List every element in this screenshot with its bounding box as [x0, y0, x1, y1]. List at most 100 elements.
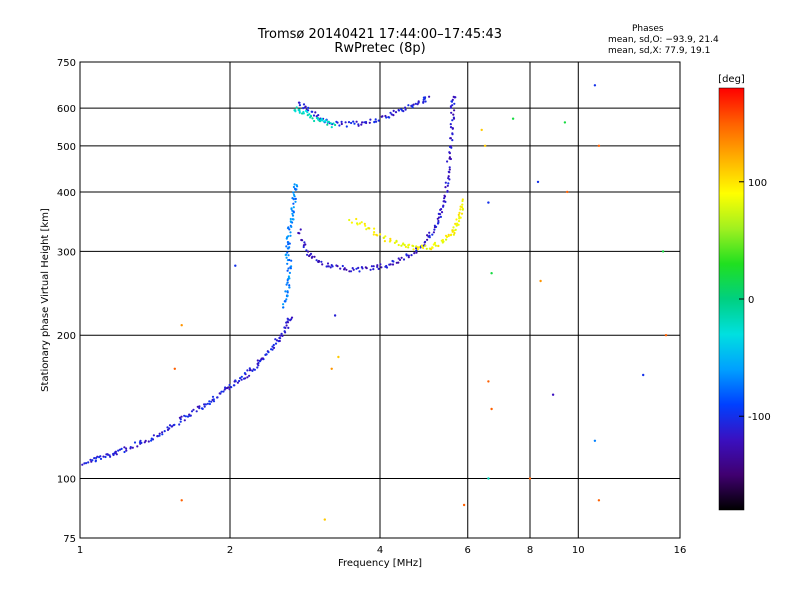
trace-point: [292, 185, 295, 189]
trace-point: [432, 243, 435, 246]
trace-point: [358, 270, 361, 273]
trace-point: [179, 420, 182, 423]
trace-point: [400, 256, 403, 259]
trace-point: [443, 197, 446, 200]
trace-point: [447, 233, 450, 236]
trace-point: [200, 407, 204, 410]
trace-point: [416, 248, 419, 251]
trace-point: [433, 241, 437, 244]
y-tick-label: 750: [57, 58, 76, 69]
trace-point: [274, 338, 277, 341]
trace-point: [286, 281, 289, 284]
scatter-point: [597, 144, 601, 147]
trace-point: [372, 268, 375, 271]
trace-point: [206, 402, 209, 405]
trace-point: [251, 369, 254, 372]
trace-point: [123, 450, 126, 454]
trace-point: [283, 330, 286, 333]
trace-point: [347, 121, 351, 124]
trace-point: [289, 234, 292, 237]
trace-point: [441, 238, 444, 242]
trace-point: [412, 103, 415, 106]
trace-point: [224, 386, 227, 389]
trace-point: [91, 459, 94, 462]
trace-point: [305, 249, 308, 252]
trace-point: [291, 212, 294, 215]
trace-point: [195, 410, 198, 413]
trace-point: [290, 259, 293, 262]
trace-point: [208, 402, 211, 406]
trace-point: [458, 211, 461, 214]
scatter-point: [563, 121, 567, 124]
trace-point: [431, 233, 434, 236]
trace-point: [448, 151, 451, 154]
trace-point: [391, 263, 395, 266]
data-points: [81, 84, 668, 521]
trace-point: [454, 222, 457, 225]
o-mode-stats: mean, sd,O: −93.9, 21.4: [608, 35, 719, 45]
trace-point: [99, 457, 103, 460]
trace-point: [288, 242, 291, 245]
trace-point: [403, 243, 406, 247]
trace-point: [449, 137, 452, 140]
trace-point: [437, 244, 440, 248]
trace-point: [364, 224, 367, 227]
scatter-point: [333, 314, 337, 317]
trace-point: [133, 441, 137, 444]
trace-point: [290, 318, 293, 321]
trace-point: [330, 126, 333, 129]
trace-point: [302, 110, 305, 114]
trace-point: [286, 290, 289, 293]
trace-point: [278, 339, 281, 343]
trace-point: [244, 377, 247, 380]
trace-point: [357, 266, 360, 269]
trace-point: [349, 270, 353, 273]
trace-point: [363, 121, 366, 124]
trace-point: [329, 122, 332, 125]
trace-point: [382, 236, 385, 239]
trace-point: [434, 244, 437, 247]
trace-point: [234, 379, 237, 382]
trace-point: [212, 400, 216, 403]
trace-point: [280, 332, 283, 335]
trace-point: [402, 258, 406, 261]
trace-point: [452, 233, 455, 236]
trace-point: [282, 303, 285, 306]
trace-point: [389, 263, 392, 266]
y-tick-label: 600: [57, 104, 76, 115]
trace-point: [292, 193, 296, 196]
trace-point: [448, 178, 451, 181]
trace-point: [298, 104, 301, 107]
trace-point: [321, 119, 324, 122]
trace-point: [389, 111, 392, 114]
trace-point: [369, 118, 372, 121]
trace-point: [453, 231, 456, 235]
trace-point: [296, 185, 299, 188]
trace-point: [392, 260, 395, 263]
trace-point: [178, 416, 181, 419]
y-axis-ticks: 75 100 200 300 400 500 600 750: [57, 58, 76, 545]
trace-point: [220, 390, 223, 393]
trace-point: [317, 118, 320, 121]
trace-point: [271, 348, 274, 351]
scatter-point: [593, 84, 597, 87]
trace-point: [114, 450, 117, 453]
trace-point: [422, 246, 425, 250]
trace-point: [240, 378, 243, 381]
scatter-point: [462, 503, 466, 507]
trace-point: [212, 398, 215, 401]
trace-point: [289, 220, 292, 223]
trace-point: [178, 423, 181, 426]
trace-point: [287, 254, 290, 257]
trace-point: [302, 245, 305, 249]
trace-point: [168, 424, 172, 427]
trace-point: [186, 415, 190, 418]
trace-point: [104, 455, 107, 459]
trace-point: [373, 231, 376, 234]
trace-point: [288, 258, 291, 262]
trace-point: [412, 245, 415, 248]
trace-point: [361, 267, 364, 270]
trace-point: [350, 221, 353, 224]
trace-point: [348, 270, 351, 273]
trace-point: [428, 95, 431, 98]
